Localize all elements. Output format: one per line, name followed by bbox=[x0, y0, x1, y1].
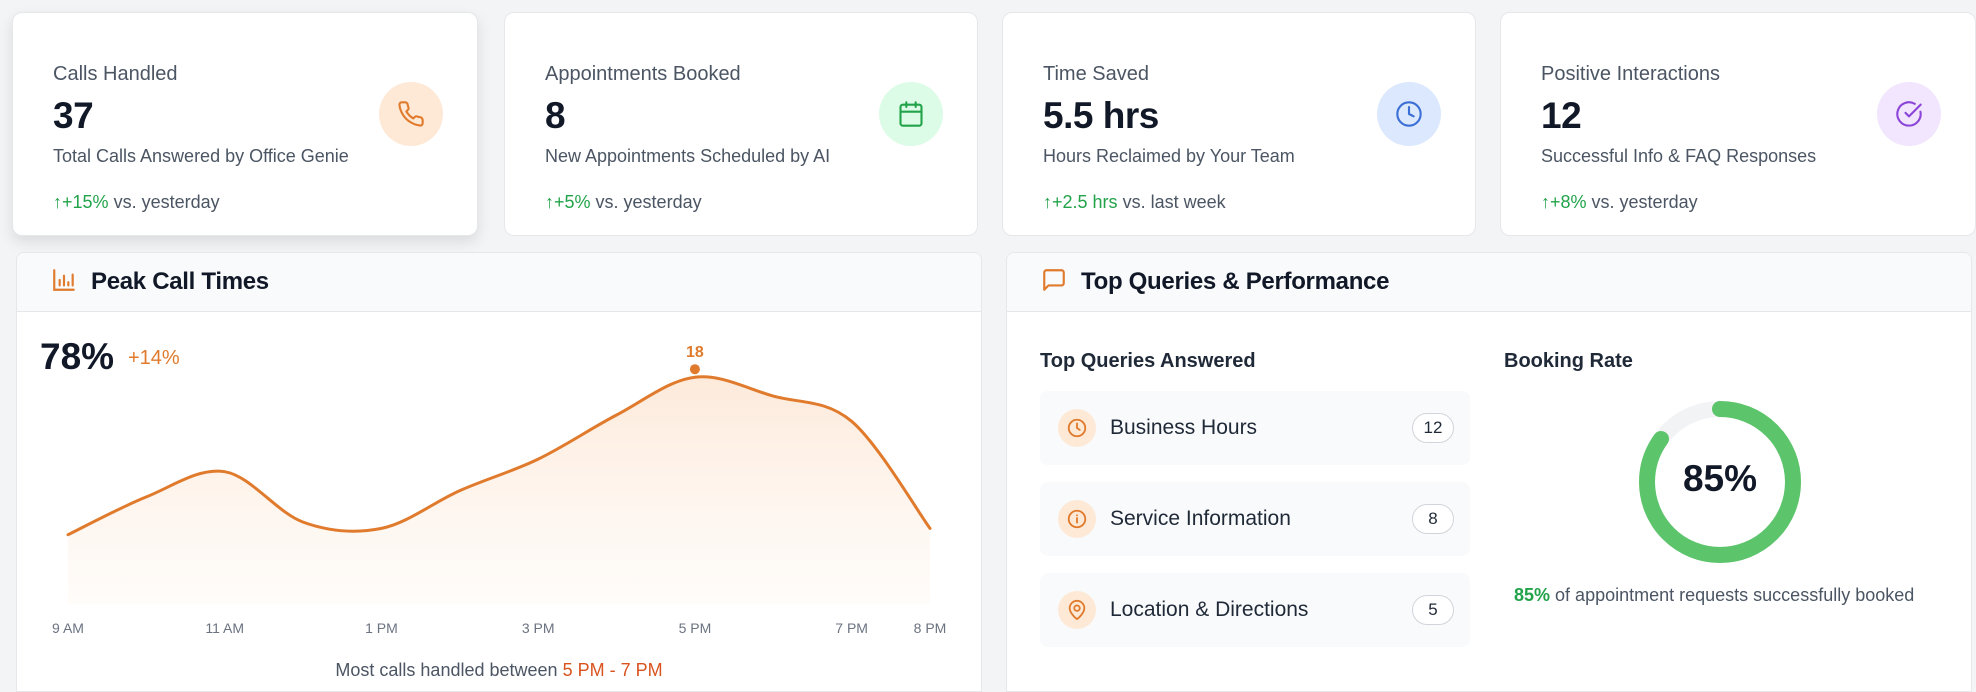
stat-trend: ↑+8% vs. yesterday bbox=[1541, 192, 1698, 213]
clock-icon bbox=[1058, 409, 1096, 447]
booking-caption-text: of appointment requests successfully boo… bbox=[1555, 585, 1915, 605]
location-pin-icon bbox=[1058, 591, 1096, 629]
stat-label: Appointments Booked bbox=[545, 63, 741, 85]
trend-suffix: vs. yesterday bbox=[113, 192, 220, 212]
query-count-badge: 12 bbox=[1412, 413, 1454, 443]
stat-card-time-saved[interactable]: Time Saved 5.5 hrs Hours Reclaimed by Yo… bbox=[1002, 12, 1476, 236]
query-count-badge: 5 bbox=[1412, 595, 1454, 625]
phone-icon bbox=[379, 82, 443, 146]
stat-description: New Appointments Scheduled by AI bbox=[545, 146, 831, 166]
trend-suffix: vs. yesterday bbox=[595, 192, 702, 212]
query-label: Business Hours bbox=[1110, 416, 1258, 439]
trend-value: +5% bbox=[554, 192, 591, 212]
stat-trend: ↑+5% vs. yesterday bbox=[545, 192, 702, 213]
x-tick-label: 11 AM bbox=[205, 620, 245, 636]
x-tick-label: 8 PM bbox=[913, 620, 947, 636]
stat-label: Calls Handled bbox=[53, 63, 178, 85]
clock-icon bbox=[1377, 82, 1441, 146]
stat-description: Total Calls Answered by Office Genie bbox=[53, 146, 349, 166]
x-tick-label: 1 PM bbox=[365, 620, 398, 636]
check-circle-icon bbox=[1877, 82, 1941, 146]
stat-value: 8 bbox=[545, 95, 566, 136]
booking-caption-value: 85% bbox=[1514, 585, 1551, 605]
query-count-badge: 8 bbox=[1412, 504, 1454, 534]
x-tick-label: 7 PM bbox=[835, 620, 868, 636]
chart-note-text: Most calls handled between bbox=[335, 660, 558, 680]
trend-value: +2.5 hrs bbox=[1052, 192, 1118, 212]
trend-suffix: vs. last week bbox=[1122, 192, 1226, 212]
stat-description: Successful Info & FAQ Responses bbox=[1541, 146, 1817, 166]
query-item-service-information[interactable]: Service Information 8 bbox=[1040, 482, 1470, 556]
panel-title: Peak Call Times bbox=[91, 268, 269, 295]
stat-trend: ↑+15% vs. yesterday bbox=[53, 192, 220, 213]
panel-header: Peak Call Times bbox=[17, 253, 981, 312]
stat-value: 5.5 hrs bbox=[1043, 95, 1159, 136]
trend-value: +8% bbox=[1550, 192, 1587, 212]
stat-label: Time Saved bbox=[1043, 63, 1149, 85]
stat-value: 12 bbox=[1541, 95, 1582, 136]
top-queries-heading: Top Queries Answered bbox=[1040, 350, 1256, 372]
trend-suffix: vs. yesterday bbox=[1591, 192, 1698, 212]
query-item-location-directions[interactable]: Location & Directions 5 bbox=[1040, 573, 1470, 647]
stat-description: Hours Reclaimed by Your Team bbox=[1043, 146, 1295, 166]
stat-card-calls-handled[interactable]: Calls Handled 37 Total Calls Answered by… bbox=[12, 12, 478, 236]
panel-title: Top Queries & Performance bbox=[1081, 268, 1390, 295]
trend-up-icon: ↑ bbox=[1043, 192, 1052, 212]
query-label: Location & Directions bbox=[1110, 598, 1309, 621]
peak-delta: +14% bbox=[128, 347, 180, 369]
peak-percent: 78% bbox=[40, 336, 115, 377]
stat-value: 37 bbox=[53, 95, 94, 136]
booking-rate-heading: Booking Rate bbox=[1504, 350, 1633, 372]
trend-up-icon: ↑ bbox=[1541, 192, 1550, 212]
info-icon bbox=[1058, 500, 1096, 538]
booking-rate-donut bbox=[1639, 401, 1801, 563]
trend-up-icon: ↑ bbox=[545, 192, 554, 212]
booking-rate-caption: 85% of appointment requests successfully… bbox=[1514, 585, 1914, 606]
stat-label: Positive Interactions bbox=[1541, 63, 1720, 85]
booking-rate-value: 85% bbox=[1682, 458, 1758, 499]
stat-trend: ↑+2.5 hrs vs. last week bbox=[1043, 192, 1226, 213]
trend-value: +15% bbox=[62, 192, 109, 212]
query-item-business-hours[interactable]: Business Hours 12 bbox=[1040, 391, 1470, 465]
calendar-icon bbox=[879, 82, 943, 146]
x-tick-label: 3 PM bbox=[521, 620, 555, 636]
chart-note-range: 5 PM - 7 PM bbox=[562, 660, 663, 680]
query-label: Service Information bbox=[1110, 507, 1291, 530]
chart-note: Most calls handled between 5 PM - 7 PM bbox=[0, 660, 998, 681]
stat-card-positive-interactions[interactable]: Positive Interactions 12 Successful Info… bbox=[1500, 12, 1976, 236]
x-tick-label: 5 PM bbox=[678, 620, 712, 636]
panel-header: Top Queries & Performance bbox=[1007, 253, 1971, 312]
bar-chart-icon bbox=[51, 267, 77, 298]
message-icon bbox=[1041, 267, 1067, 298]
stat-card-appointments-booked[interactable]: Appointments Booked 8 New Appointments S… bbox=[504, 12, 978, 236]
x-tick-label: 9 AM bbox=[52, 620, 84, 636]
trend-up-icon: ↑ bbox=[53, 192, 62, 212]
donut-progress-arc bbox=[1639, 401, 1801, 563]
